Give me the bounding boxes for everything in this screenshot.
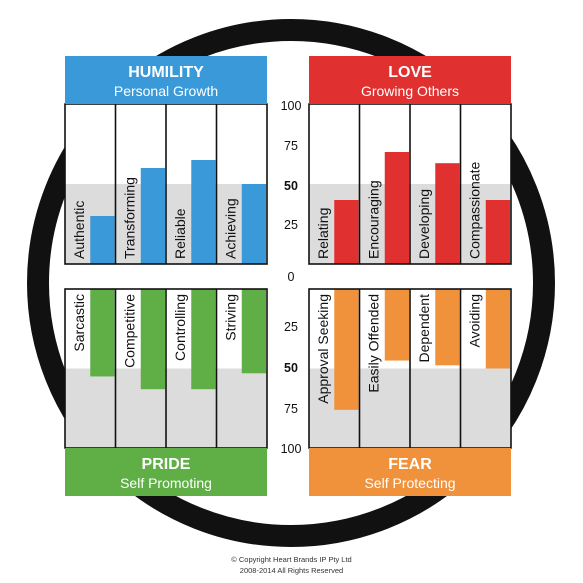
copyright-line-2: 2008-2014 All Rights Reserved bbox=[239, 566, 344, 575]
category-label: Transforming bbox=[121, 177, 137, 259]
category-label: Developing bbox=[416, 189, 432, 259]
category-label: Competitive bbox=[121, 294, 137, 368]
love-quadrant: Relating Encouraging Developing Compassiona… bbox=[308, 56, 512, 265]
category-label: Relating bbox=[315, 208, 331, 259]
bar-transforming bbox=[140, 168, 165, 264]
scale-tick-midline: 50 bbox=[284, 179, 298, 193]
scale-tick: 100 bbox=[281, 99, 302, 113]
center-scale: 100 75 50 25 0 25 50 75 100 bbox=[281, 99, 302, 456]
pride-title: PRIDE bbox=[142, 456, 191, 473]
category-label: Authentic bbox=[71, 201, 87, 259]
scale-tick: 75 bbox=[284, 139, 298, 153]
copyright-line-1: © Copyright Heart Brands IP Pty Ltd bbox=[231, 555, 352, 564]
category-label: Reliable bbox=[172, 208, 188, 259]
bar-compassionate bbox=[485, 200, 510, 264]
category-label: Compassionate bbox=[466, 162, 482, 259]
humility-header bbox=[65, 56, 267, 104]
bar-sarcastic bbox=[90, 289, 115, 377]
category-label: Encouraging bbox=[365, 180, 381, 259]
love-subtitle: Growing Others bbox=[361, 83, 459, 99]
category-label: Achieving bbox=[222, 198, 238, 259]
outer-ring bbox=[27, 19, 555, 547]
category-label: Easily Offended bbox=[365, 294, 381, 393]
humility-subtitle: Personal Growth bbox=[114, 83, 218, 99]
category-label: Sarcastic bbox=[71, 294, 87, 352]
scale-tick-midline: 50 bbox=[284, 361, 298, 375]
bar-easily-offended bbox=[384, 289, 409, 361]
fear-subtitle: Self Protecting bbox=[364, 475, 455, 491]
pride-subtitle: Self Promoting bbox=[120, 475, 212, 491]
bar-relating bbox=[334, 200, 359, 264]
bar-avoiding bbox=[485, 289, 510, 369]
scale-tick: 75 bbox=[284, 402, 298, 416]
bar-developing bbox=[435, 163, 460, 264]
pride-quadrant: Sarcastic Competitive Controlling Striving P… bbox=[64, 288, 268, 496]
humility-quadrant: Authentic Transforming Reliable Achieving HU… bbox=[64, 56, 268, 265]
bar-controlling bbox=[191, 289, 216, 390]
category-label: Striving bbox=[222, 294, 238, 341]
scale-tick: 100 bbox=[281, 442, 302, 456]
bar-reliable bbox=[191, 160, 216, 264]
bar-competitive bbox=[140, 289, 165, 390]
fear-header bbox=[309, 448, 511, 496]
bar-dependent bbox=[435, 289, 460, 366]
love-header bbox=[309, 56, 511, 104]
category-label: Approval Seeking bbox=[315, 294, 331, 404]
bar-authentic bbox=[90, 216, 115, 264]
category-label: Avoiding bbox=[466, 294, 482, 347]
bar-encouraging bbox=[384, 152, 409, 264]
love-title: LOVE bbox=[388, 64, 432, 81]
scale-tick-zero: 0 bbox=[288, 270, 295, 284]
scale-tick: 25 bbox=[284, 320, 298, 334]
fear-title: FEAR bbox=[388, 456, 432, 473]
fear-quadrant: Approval Seeking Easily Offended Dependent… bbox=[308, 288, 512, 496]
bar-achieving bbox=[241, 184, 266, 264]
pride-header bbox=[65, 448, 267, 496]
scale-tick: 25 bbox=[284, 218, 298, 232]
bar-approval-seeking bbox=[334, 289, 359, 410]
bar-striving bbox=[241, 289, 266, 374]
humility-title: HUMILITY bbox=[128, 64, 204, 81]
category-label: Dependent bbox=[416, 294, 432, 363]
category-label: Controlling bbox=[172, 294, 188, 361]
